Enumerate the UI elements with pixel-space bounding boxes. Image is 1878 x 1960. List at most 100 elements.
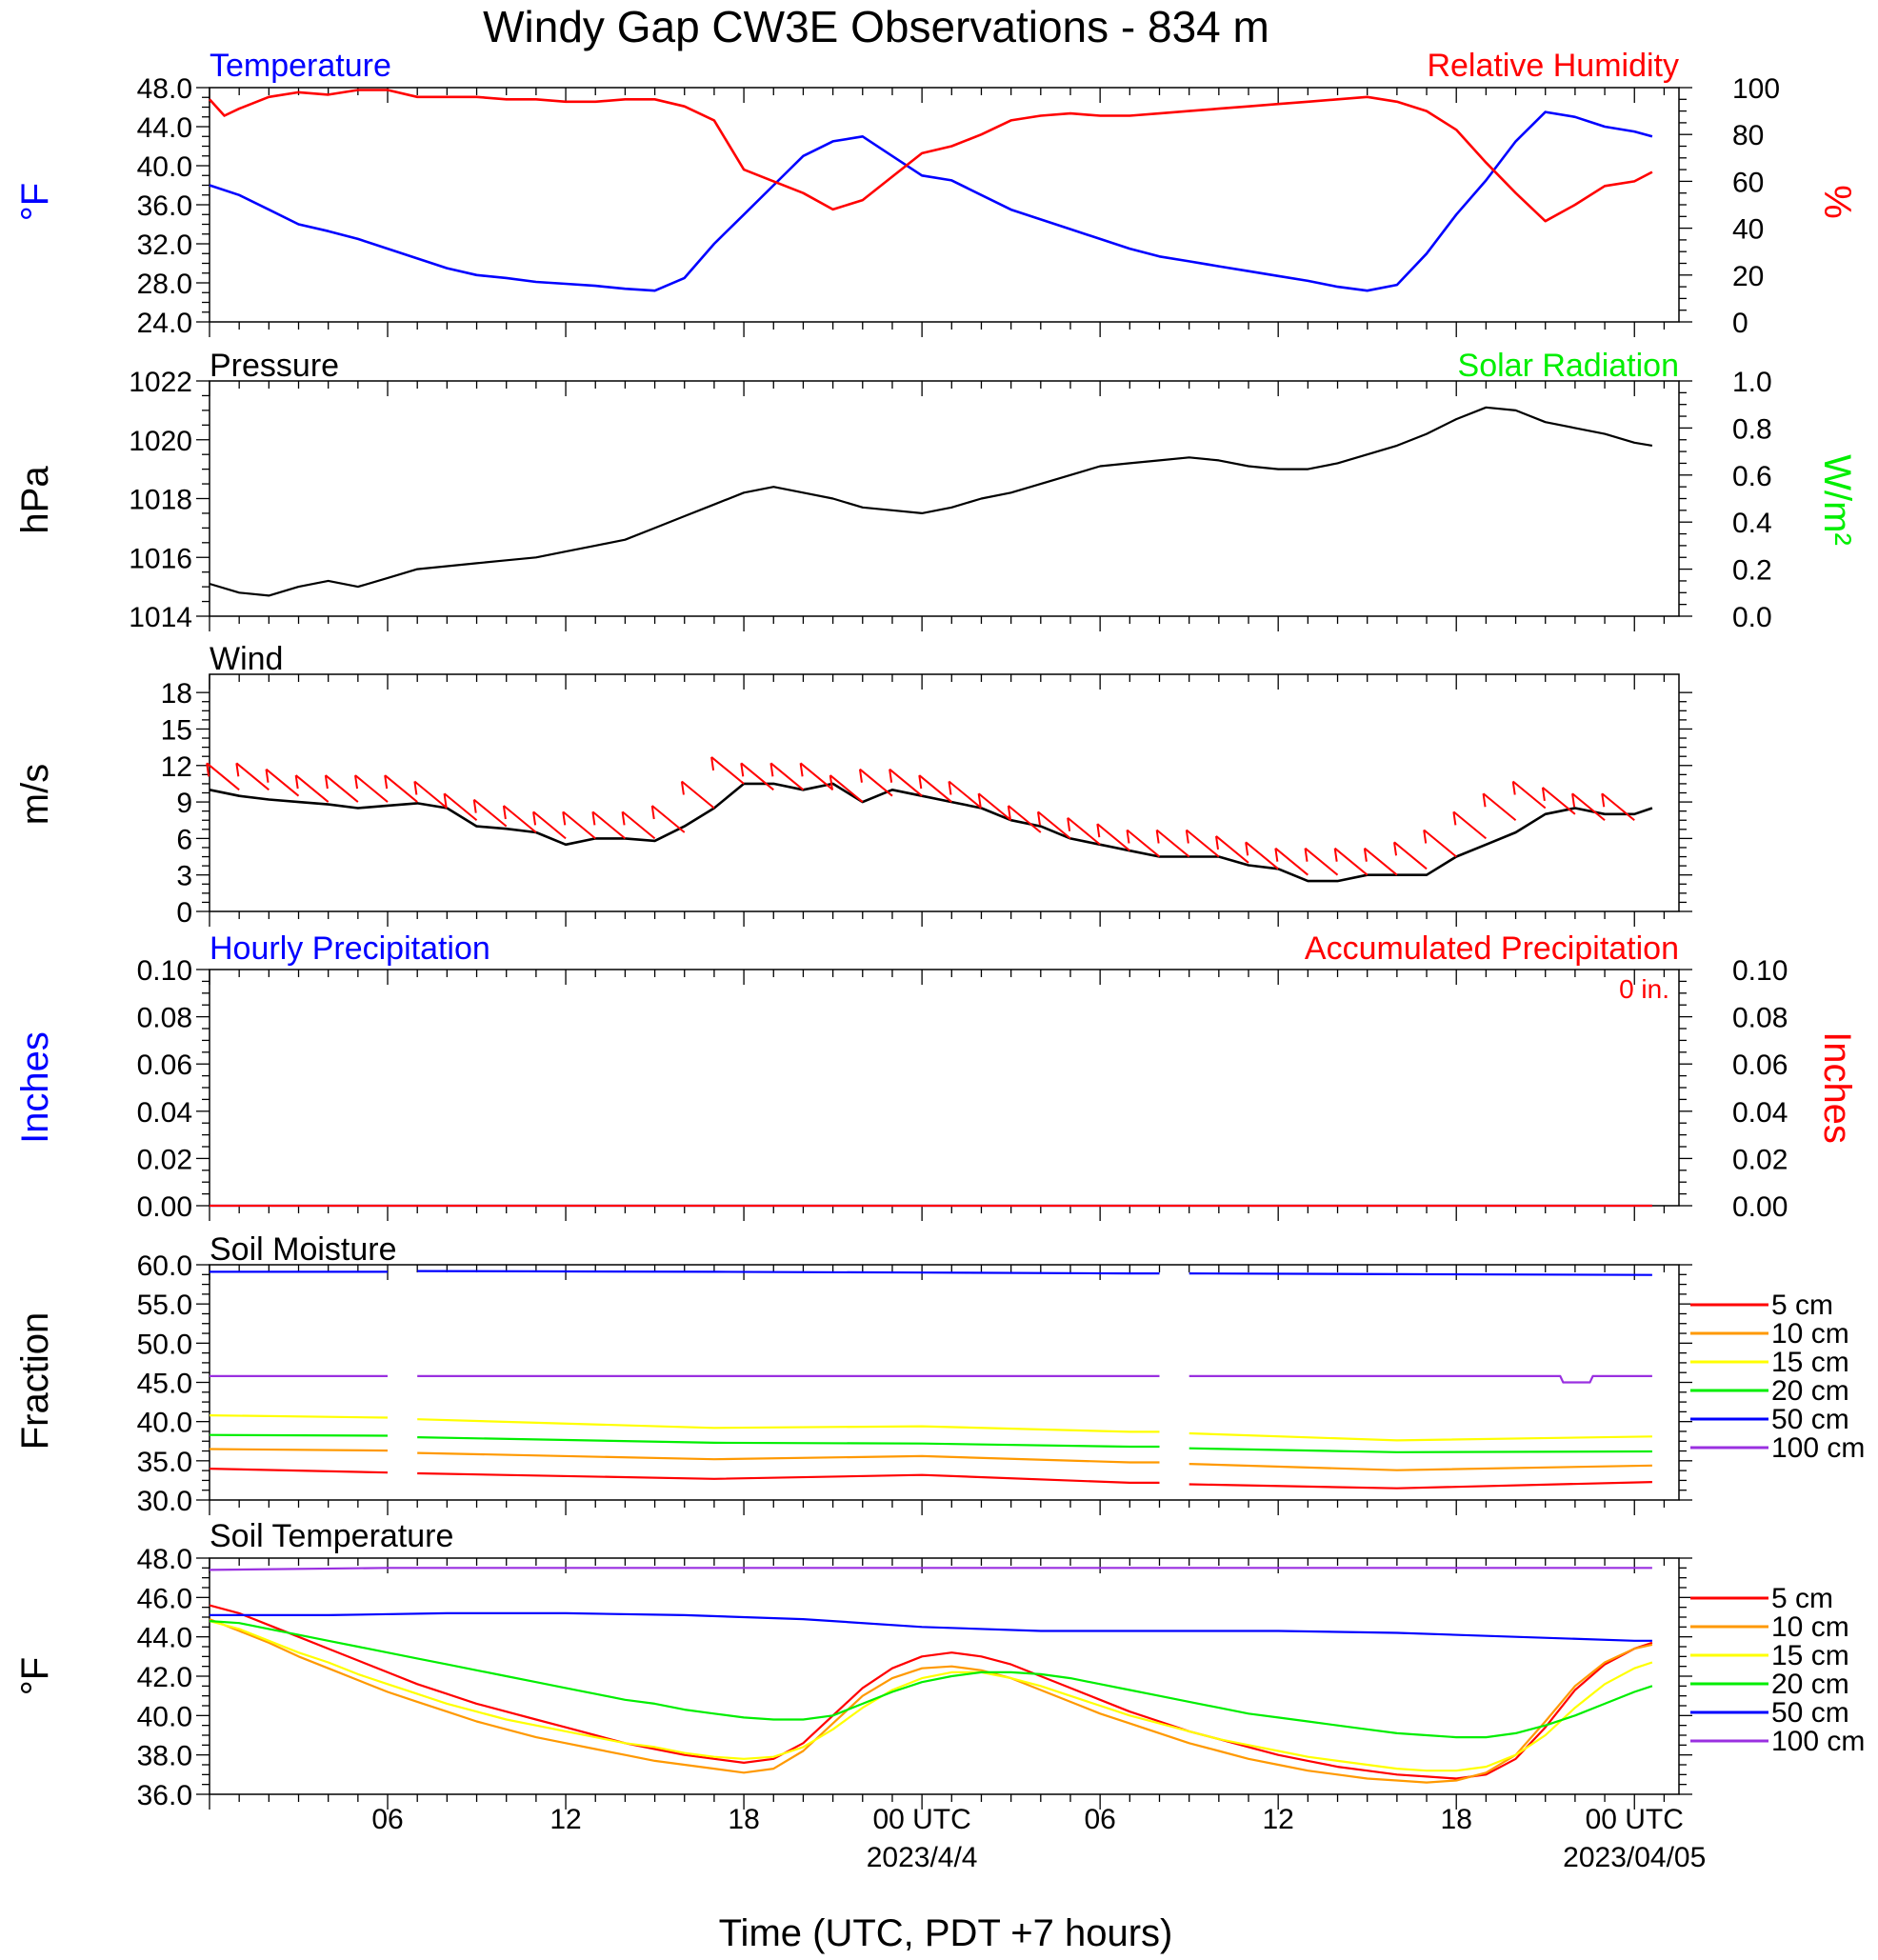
legend-label: 20 cm (1771, 1375, 1849, 1407)
plot-frame (209, 969, 1680, 1207)
wind-barb (325, 774, 359, 803)
y-tick-label: 44.0 (137, 112, 192, 144)
accumulated-precip-annotation: 0 in. (1619, 974, 1669, 1004)
wind-barb-flag (1601, 793, 1606, 808)
wind-barb (413, 780, 449, 810)
wind-barb (829, 774, 864, 803)
legend-label: 10 cm (1771, 1611, 1849, 1643)
y-tick-label: 1020 (129, 426, 192, 457)
wind-barb-flag (1482, 793, 1487, 808)
accumulated-precip-title: Accumulated Precipitation (1305, 930, 1679, 967)
y-right-tick-label: 1.0 (1732, 367, 1772, 398)
series-line-20-cm (209, 1620, 1653, 1739)
y-tick-label: 0.08 (137, 1003, 192, 1034)
wind-barb (235, 762, 270, 791)
wind-barb-flag (472, 799, 477, 813)
plot-frame (209, 87, 1680, 323)
y-right-tick-label: 0.06 (1732, 1050, 1788, 1081)
y-right-tick-label: 0.04 (1732, 1097, 1788, 1129)
wind-barb-flag (1452, 811, 1457, 826)
x-tick-label: 00 UTC (1586, 1804, 1684, 1835)
y-tick-label: 0.06 (137, 1050, 192, 1081)
soil-moisture-panel: Soil Moisture Fraction 30.0 35.0 40.0 45.0 5… (14, 1231, 1865, 1517)
y-tick-label: 6 (176, 824, 192, 855)
wind-barb (948, 780, 983, 810)
legend-label: 15 cm (1771, 1347, 1849, 1378)
series-line-15-cm (209, 1414, 1652, 1442)
legend-label: 15 cm (1771, 1640, 1849, 1671)
series-line-10-cm (209, 1618, 1653, 1784)
wind-barb-flag (1067, 817, 1071, 831)
y-tick-label: 32.0 (137, 230, 192, 261)
precipitation-panel: Hourly Precipitation Accumulated Precipi… (14, 930, 1858, 1223)
wind-barb-flag (591, 811, 596, 826)
y-tick-label: 48.0 (137, 1544, 192, 1575)
solar-axis-label: W/m² (1816, 454, 1858, 546)
wind-barb-flag (1511, 781, 1516, 795)
x-tick-label: 06 (1084, 1804, 1115, 1835)
y-tick-label: 3 (176, 861, 192, 892)
wind-barb-flag (948, 781, 952, 795)
y-right-tick-label: 60 (1732, 167, 1764, 198)
plot-frame (209, 380, 1680, 617)
wind-barb (1364, 847, 1398, 876)
y-right-tick-label: 20 (1732, 261, 1764, 292)
wind-barb-flag (562, 811, 567, 826)
time-axis: 06 12 18 00 UTC 06 12 18 00 UTC 2023/4/4 2023/04/… (371, 1804, 1706, 1873)
legend-label: 20 cm (1771, 1669, 1849, 1700)
x-tick-label: 12 (549, 1804, 581, 1835)
y-tick-label: 50.0 (137, 1329, 192, 1360)
soil-temperature-panel: Soil Temperature °F 36.0 38.0 40.0 42.0 44.0… (14, 1518, 1865, 1811)
y-tick-label: 1018 (129, 485, 192, 516)
soil-moisture-title: Soil Moisture (210, 1231, 397, 1268)
wind-barb (1156, 829, 1190, 858)
wind-barb-flag (621, 811, 626, 826)
series-line-pressure (209, 406, 1653, 597)
wind-barb (1186, 829, 1220, 858)
wind-barb-flag (413, 781, 418, 795)
wind-barb-flag (294, 774, 299, 790)
plot-frame (209, 1557, 1680, 1795)
series-line-5-cm (209, 1604, 1653, 1780)
wind-barb-flag (889, 769, 893, 783)
wind-barb (1126, 829, 1161, 858)
wind-barb (206, 762, 240, 791)
y-tick-label: 60.0 (137, 1250, 192, 1282)
wind-barb-flag (384, 774, 389, 790)
wind-barb (1067, 816, 1101, 846)
series-line-5-cm (209, 1468, 1652, 1490)
y-right-tick-label: 0.08 (1732, 1003, 1788, 1034)
wind-barb-flag (710, 756, 715, 771)
wind-barb (384, 774, 418, 803)
y-tick-label: 28.0 (137, 269, 192, 300)
series-line-10-cm (209, 1448, 1652, 1471)
wind-panel: Wind m/s 0 3 6 9 12 15 18 (14, 641, 1692, 929)
wind-barb (1334, 847, 1369, 876)
y-tick-label: 38.0 (137, 1741, 192, 1772)
temperature-humidity-panel: Temperature Relative Humidity °F % 24.0 2… (14, 48, 1858, 339)
y-tick-label: 0.10 (137, 955, 192, 987)
y-tick-label: 15 (161, 714, 192, 746)
wind-barb-flag (799, 763, 804, 777)
wind-barb (532, 810, 567, 840)
wind-barb (1274, 847, 1309, 876)
wind-barb (562, 810, 596, 840)
y-right-tick-label: 100 (1732, 73, 1780, 105)
y-tick-label: 48.0 (137, 73, 192, 105)
y-right-tick-label: 0.4 (1732, 508, 1772, 539)
y-tick-label: 36.0 (137, 1780, 192, 1811)
y-tick-label: 40.0 (137, 1701, 192, 1732)
wind-barb-flag (206, 763, 210, 777)
wind-barb (1601, 792, 1635, 822)
main-title: Windy Gap CW3E Observations - 834 m (483, 2, 1269, 51)
wind-barb (1393, 841, 1428, 870)
x-date-label: 2023/04/05 (1563, 1842, 1706, 1873)
wind-barb-flag (1215, 835, 1220, 850)
legend-label: 5 cm (1771, 1290, 1833, 1321)
wind-barb (1215, 835, 1249, 864)
y-tick-label: 44.0 (137, 1623, 192, 1654)
wind-barb-flag (1185, 830, 1189, 844)
x-date-label: 2023/4/4 (867, 1842, 978, 1873)
wind-barb (265, 768, 300, 797)
humidity-title: Relative Humidity (1427, 48, 1679, 84)
